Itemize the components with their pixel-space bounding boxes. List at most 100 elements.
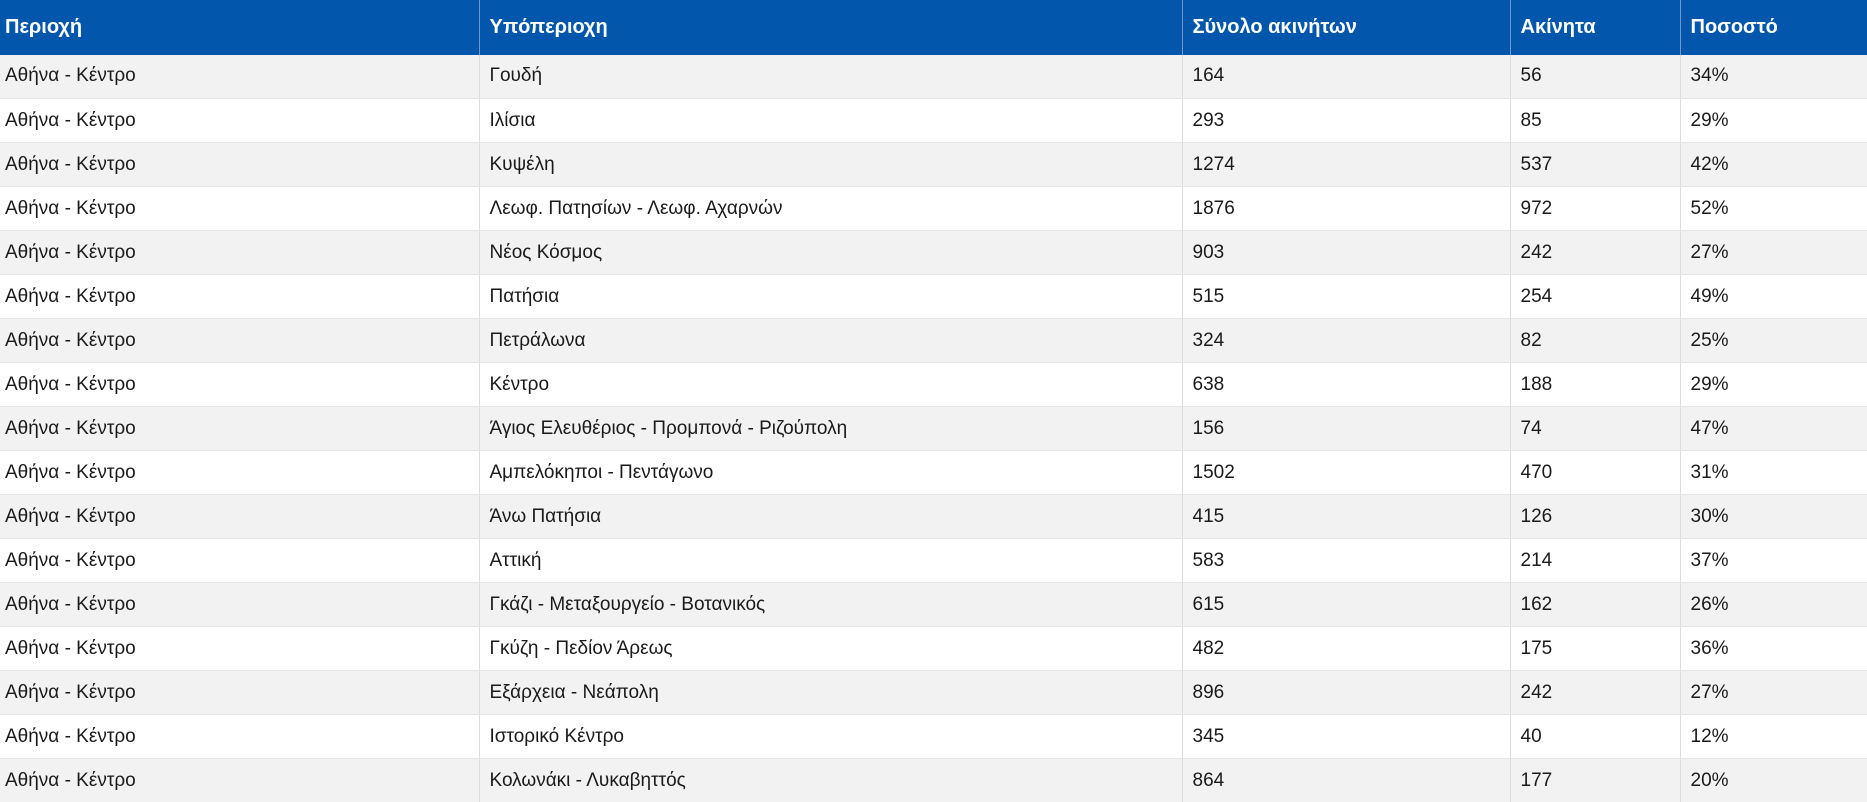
cell-properties: 537	[1510, 142, 1681, 187]
cell-subregion: Αττική	[479, 538, 1183, 583]
cell-region: Αθήνα - Κέντρο	[0, 362, 480, 407]
cell-subregion: Αμπελόκηποι - Πεντάγωνο	[479, 450, 1183, 495]
cell-properties: 74	[1510, 406, 1681, 451]
table-row: Αθήνα - Κέντρο Άγιος Ελευθέριος - Προμπον…	[0, 406, 1867, 451]
cell-subregion: Κέντρο	[479, 362, 1183, 407]
cell-total-properties: 515	[1182, 274, 1511, 319]
cell-total-properties: 638	[1182, 362, 1511, 407]
cell-total-properties: 482	[1182, 626, 1511, 671]
cell-percentage: 29%	[1680, 98, 1867, 143]
cell-subregion: Γκύζη - Πεδίον Άρεως	[479, 626, 1183, 671]
table-row: Αθήνα - Κέντρο Ιλίσια 293 85 29%	[0, 98, 1867, 143]
cell-subregion: Λεωφ. Πατησίων - Λεωφ. Αχαρνών	[479, 186, 1183, 231]
cell-total-properties: 293	[1182, 98, 1511, 143]
cell-region: Αθήνα - Κέντρο	[0, 186, 480, 231]
cell-subregion: Κυψέλη	[479, 142, 1183, 187]
cell-percentage: 52%	[1680, 186, 1867, 231]
cell-region: Αθήνα - Κέντρο	[0, 98, 480, 143]
cell-properties: 162	[1510, 582, 1681, 627]
cell-percentage: 27%	[1680, 230, 1867, 275]
cell-subregion: Κολωνάκι - Λυκαβηττός	[479, 758, 1183, 802]
cell-total-properties: 1876	[1182, 186, 1511, 231]
cell-region: Αθήνα - Κέντρο	[0, 626, 480, 671]
cell-total-properties: 1274	[1182, 142, 1511, 187]
header-row: Περιοχή Υπόπεριοχη Σύνολο ακινήτων Ακίνη…	[0, 0, 1867, 55]
table-row: Αθήνα - Κέντρο Ιστορικό Κέντρο 345 40 12%	[0, 714, 1867, 759]
cell-percentage: 29%	[1680, 362, 1867, 407]
cell-percentage: 37%	[1680, 538, 1867, 583]
cell-region: Αθήνα - Κέντρο	[0, 714, 480, 759]
cell-percentage: 49%	[1680, 274, 1867, 319]
cell-percentage: 25%	[1680, 318, 1867, 363]
column-header-percentage[interactable]: Ποσοστό	[1680, 0, 1867, 55]
cell-total-properties: 864	[1182, 758, 1511, 802]
cell-region: Αθήνα - Κέντρο	[0, 758, 480, 802]
cell-total-properties: 415	[1182, 494, 1511, 539]
cell-region: Αθήνα - Κέντρο	[0, 274, 480, 319]
cell-properties: 85	[1510, 98, 1681, 143]
cell-properties: 214	[1510, 538, 1681, 583]
cell-percentage: 30%	[1680, 494, 1867, 539]
column-header-subregion[interactable]: Υπόπεριοχη	[479, 0, 1183, 55]
cell-region: Αθήνα - Κέντρο	[0, 450, 480, 495]
table-row: Αθήνα - Κέντρο Πατήσια 515 254 49%	[0, 274, 1867, 319]
cell-total-properties: 615	[1182, 582, 1511, 627]
column-header-region[interactable]: Περιοχή	[0, 0, 480, 55]
cell-subregion: Άνω Πατήσια	[479, 494, 1183, 539]
cell-region: Αθήνα - Κέντρο	[0, 230, 480, 275]
table-row: Αθήνα - Κέντρο Γκάζι - Μεταξουργείο - Βοτ…	[0, 582, 1867, 627]
cell-total-properties: 156	[1182, 406, 1511, 451]
cell-properties: 972	[1510, 186, 1681, 231]
cell-subregion: Γουδή	[479, 54, 1183, 99]
cell-region: Αθήνα - Κέντρο	[0, 318, 480, 363]
table-header: Περιοχή Υπόπεριοχη Σύνολο ακινήτων Ακίνη…	[0, 0, 1867, 55]
cell-region: Αθήνα - Κέντρο	[0, 406, 480, 451]
table-row: Αθήνα - Κέντρο Νέος Κόσμος 903 242 27%	[0, 230, 1867, 275]
cell-region: Αθήνα - Κέντρο	[0, 142, 480, 187]
cell-properties: 82	[1510, 318, 1681, 363]
column-header-total-properties[interactable]: Σύνολο ακινήτων	[1182, 0, 1511, 55]
table-body: Αθήνα - Κέντρο Γουδή 164 56 34% Αθήνα - Κέντρ…	[0, 54, 1867, 802]
table-row: Αθήνα - Κέντρο Άνω Πατήσια 415 126 30%	[0, 494, 1867, 539]
cell-region: Αθήνα - Κέντρο	[0, 54, 480, 99]
cell-subregion: Ιστορικό Κέντρο	[479, 714, 1183, 759]
cell-subregion: Πατήσια	[479, 274, 1183, 319]
cell-region: Αθήνα - Κέντρο	[0, 538, 480, 583]
cell-percentage: 20%	[1680, 758, 1867, 802]
cell-percentage: 36%	[1680, 626, 1867, 671]
cell-subregion: Ιλίσια	[479, 98, 1183, 143]
cell-total-properties: 1502	[1182, 450, 1511, 495]
cell-properties: 242	[1510, 230, 1681, 275]
cell-percentage: 27%	[1680, 670, 1867, 715]
cell-subregion: Γκάζι - Μεταξουργείο - Βοτανικός	[479, 582, 1183, 627]
table-row: Αθήνα - Κέντρο Κυψέλη 1274 537 42%	[0, 142, 1867, 187]
cell-total-properties: 896	[1182, 670, 1511, 715]
cell-region: Αθήνα - Κέντρο	[0, 582, 480, 627]
cell-subregion: Εξάρχεια - Νεάπολη	[479, 670, 1183, 715]
cell-total-properties: 903	[1182, 230, 1511, 275]
table-row: Αθήνα - Κέντρο Λεωφ. Πατησίων - Λεωφ. Αχα…	[0, 186, 1867, 231]
table-row: Αθήνα - Κέντρο Πετράλωνα 324 82 25%	[0, 318, 1867, 363]
cell-region: Αθήνα - Κέντρο	[0, 670, 480, 715]
cell-percentage: 31%	[1680, 450, 1867, 495]
cell-percentage: 42%	[1680, 142, 1867, 187]
table-row: Αθήνα - Κέντρο Γουδή 164 56 34%	[0, 54, 1867, 99]
cell-subregion: Άγιος Ελευθέριος - Προμπονά - Ριζούπολη	[479, 406, 1183, 451]
cell-properties: 40	[1510, 714, 1681, 759]
cell-total-properties: 345	[1182, 714, 1511, 759]
table-row: Αθήνα - Κέντρο Κολωνάκι - Λυκαβηττός 864 17…	[0, 758, 1867, 802]
cell-subregion: Νέος Κόσμος	[479, 230, 1183, 275]
cell-total-properties: 583	[1182, 538, 1511, 583]
cell-region: Αθήνα - Κέντρο	[0, 494, 480, 539]
cell-properties: 126	[1510, 494, 1681, 539]
cell-properties: 470	[1510, 450, 1681, 495]
cell-properties: 175	[1510, 626, 1681, 671]
cell-properties: 177	[1510, 758, 1681, 802]
cell-properties: 242	[1510, 670, 1681, 715]
cell-percentage: 47%	[1680, 406, 1867, 451]
cell-properties: 254	[1510, 274, 1681, 319]
cell-percentage: 12%	[1680, 714, 1867, 759]
cell-properties: 188	[1510, 362, 1681, 407]
column-header-properties[interactable]: Ακίνητα	[1510, 0, 1681, 55]
